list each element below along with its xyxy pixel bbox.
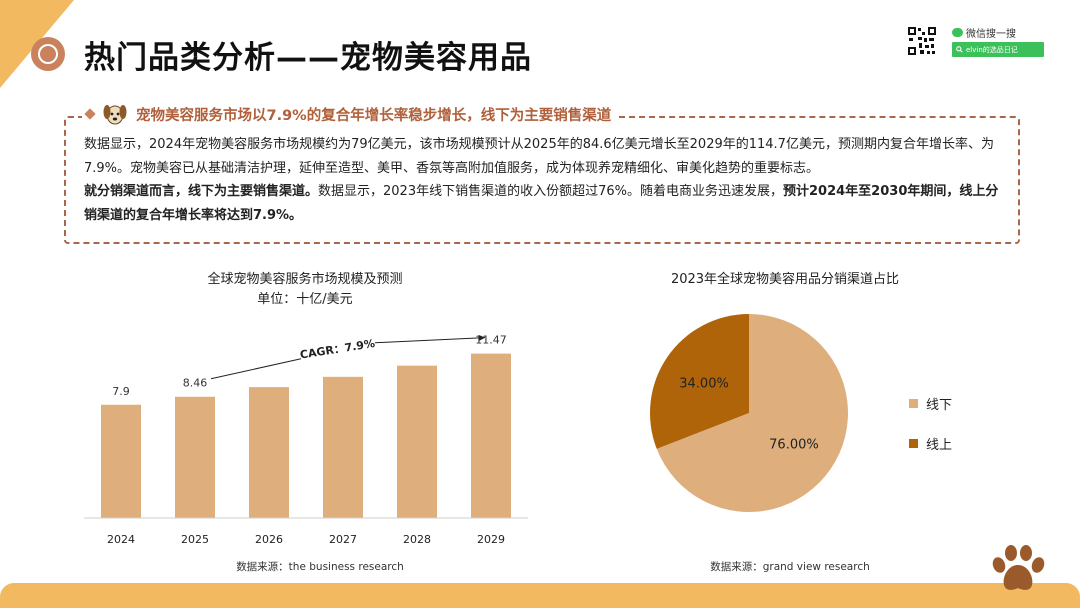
trend-arrow [374, 334, 486, 344]
wechat-search-bar[interactable]: elvin的选品日记 [952, 42, 1044, 57]
wechat-label: 微信搜一搜 [966, 28, 1016, 40]
dog-face-icon [103, 105, 127, 125]
title-bullet-icon [31, 37, 65, 71]
summary-body: 数据显示，2024年宠物美容服务市场规模约为79亿美元，该市场规模预计从2025… [84, 133, 1004, 227]
bar-chart-title-block: 全球宠物美容服务市场规模及预测 单位：十亿/美元 [160, 270, 450, 310]
bar-2026 [249, 387, 289, 518]
bar-2024 [101, 404, 141, 518]
data-label: 7.9 [112, 385, 130, 398]
page-title: 热门品类分析——宠物美容用品 [84, 40, 532, 76]
legend-item-offline: 线下 [909, 394, 952, 413]
data-label: 11.47 [475, 334, 507, 347]
pie-slice-0 [656, 314, 848, 512]
bar-chart-title: 全球宠物美容服务市场规模及预测 [207, 272, 403, 287]
legend-label-online: 线上 [926, 438, 953, 453]
summary-heading-text: 宠物美容服务市场以7.9%的复合年增长率稳步增长，线下为主要销售渠道 [136, 107, 612, 124]
bar-chart-subtitle: 单位：十亿/美元 [257, 292, 353, 307]
data-label: 8.46 [183, 377, 208, 390]
legend-item-online: 线上 [909, 434, 952, 453]
wechat-search-widget[interactable]: 微信搜一搜 elvin的选品日记 [952, 24, 1044, 58]
bar-chart: 2024 7.9 2025 8.46 2026 2027 2028 2029 11.47 CAGR… [84, 334, 528, 546]
bar-2028 [397, 365, 437, 518]
summary-bold-2: 预计2024年至2030年期间，线上分销渠道的复合年增长率将达到7.9%。 [84, 184, 999, 223]
trend-line-left [210, 358, 302, 380]
pie-chart-title: 2023年全球宠物美容用品分销渠道占比 [670, 272, 900, 287]
bar-2025 [175, 396, 215, 518]
legend-label-offline: 线下 [926, 398, 953, 413]
pie-chart: 76.00% 34.00% [650, 314, 848, 512]
wechat-logo-icon [952, 27, 963, 37]
x-tick-label: 2025 [181, 533, 209, 546]
pie-slice-1 [650, 314, 749, 449]
legend-swatch-online [909, 439, 918, 448]
cagr-annotation: CAGR：7.9% [299, 337, 376, 362]
summary-heading: 宠物美容服务市场以7.9%的复合年增长率稳步增长，线下为主要销售渠道 [82, 100, 620, 128]
qr-code-icon [907, 26, 937, 56]
legend-swatch-offline [909, 399, 918, 408]
x-tick-label: 2026 [255, 533, 283, 546]
search-icon [956, 46, 963, 53]
paw-print-icon [992, 545, 1045, 590]
summary-paragraph-1: 数据显示，2024年宠物美容服务市场规模约为79亿美元，该市场规模预计从2025… [84, 137, 994, 176]
pie-slice-label: 76.00% [769, 438, 819, 453]
wechat-search-text: elvin的选品日记 [966, 45, 1018, 54]
summary-paragraph-2: 数据显示，2023年线下销售渠道的收入份额超过76%。随着电商业务迅速发展， [318, 184, 783, 199]
bar-2029 [471, 353, 511, 518]
bottom-band [0, 583, 1080, 608]
bar-2027 [323, 376, 363, 518]
summary-bold-1: 就分销渠道而言，线下为主要销售渠道。 [84, 184, 319, 199]
x-tick-label: 2024 [107, 533, 135, 546]
bar-chart-source: 数据来源：the business research [236, 561, 404, 573]
diamond-bullet-icon [84, 108, 96, 120]
x-tick-label: 2027 [329, 533, 357, 546]
x-tick-label: 2028 [403, 533, 431, 546]
pie-slice-label: 34.00% [679, 376, 729, 391]
x-tick-label: 2029 [477, 533, 505, 546]
pie-chart-source: 数据来源：grand view research [710, 561, 870, 573]
